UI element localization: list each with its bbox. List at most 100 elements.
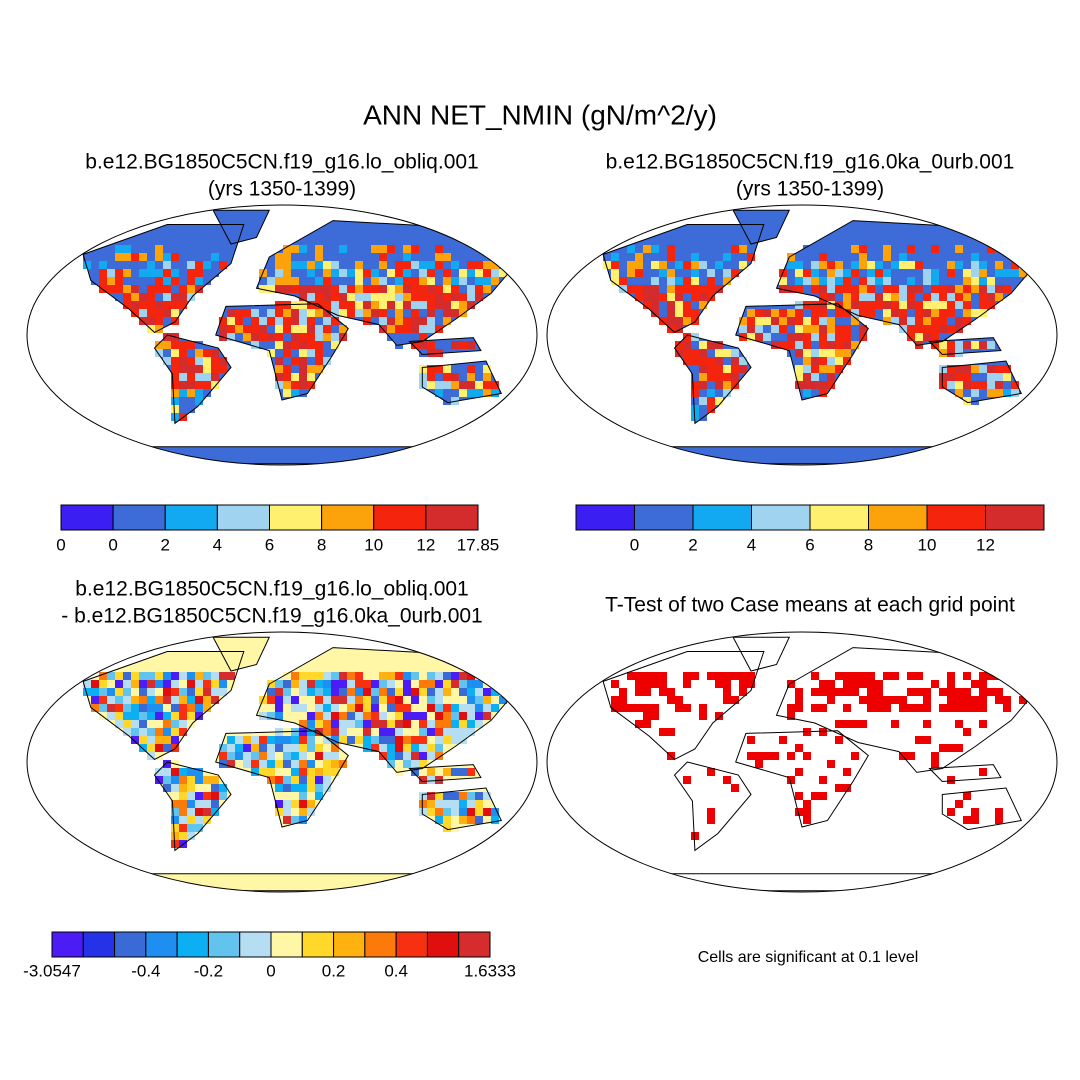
cell xyxy=(355,301,363,309)
cell xyxy=(155,309,163,317)
cell xyxy=(291,688,299,696)
cell xyxy=(203,688,211,696)
cell xyxy=(795,365,803,373)
cell xyxy=(323,672,331,680)
cell xyxy=(859,245,867,253)
cell xyxy=(459,816,467,824)
cell xyxy=(363,744,371,752)
cell xyxy=(827,357,835,365)
cell xyxy=(979,301,987,309)
cell xyxy=(891,269,899,277)
cell xyxy=(715,341,723,349)
cell xyxy=(331,285,339,293)
cell xyxy=(331,680,339,688)
cell xyxy=(211,269,219,277)
colorbar-box xyxy=(425,504,479,531)
cell xyxy=(987,269,995,277)
cell xyxy=(227,309,235,317)
cell xyxy=(907,672,915,680)
cell xyxy=(171,309,179,317)
cell xyxy=(227,760,235,768)
cell xyxy=(699,381,707,389)
cell xyxy=(179,261,187,269)
cell xyxy=(291,365,299,373)
cell xyxy=(667,317,675,325)
cell xyxy=(379,696,387,704)
colorbar-box xyxy=(269,504,323,531)
cell xyxy=(379,261,387,269)
cell xyxy=(315,285,323,293)
cell xyxy=(979,269,987,277)
cell xyxy=(843,317,851,325)
cell xyxy=(907,704,915,712)
cell xyxy=(171,792,179,800)
cell xyxy=(963,365,971,373)
cell xyxy=(811,285,819,293)
cell xyxy=(203,373,211,381)
cell xyxy=(99,696,107,704)
cell xyxy=(987,365,995,373)
cell xyxy=(1003,696,1011,704)
cell xyxy=(395,261,403,269)
cell xyxy=(419,373,427,381)
cell xyxy=(443,792,451,800)
cell xyxy=(955,704,963,712)
cell xyxy=(475,808,483,816)
cell xyxy=(363,309,371,317)
cell xyxy=(299,277,307,285)
cell xyxy=(139,672,147,680)
cell xyxy=(403,325,411,333)
cell xyxy=(435,285,443,293)
cell xyxy=(979,696,987,704)
cell xyxy=(131,285,139,293)
cell xyxy=(403,261,411,269)
cell xyxy=(883,704,891,712)
cell xyxy=(435,696,443,704)
cell xyxy=(811,317,819,325)
cell xyxy=(947,269,955,277)
cell xyxy=(315,269,323,277)
cell xyxy=(403,688,411,696)
cell xyxy=(467,301,475,309)
cell xyxy=(875,301,883,309)
cell xyxy=(115,712,123,720)
cell xyxy=(979,688,987,696)
cell xyxy=(435,365,443,373)
cell xyxy=(443,680,451,688)
cell xyxy=(219,317,227,325)
cell xyxy=(771,317,779,325)
panel-title: (yrs 1350-1399) xyxy=(208,178,356,201)
cell xyxy=(339,277,347,285)
colorbar-box xyxy=(426,931,460,958)
continent xyxy=(65,873,499,891)
cell xyxy=(843,269,851,277)
cell xyxy=(323,325,331,333)
cell xyxy=(267,712,275,720)
cell xyxy=(243,744,251,752)
cell xyxy=(715,269,723,277)
cell xyxy=(995,285,1003,293)
cell xyxy=(171,357,179,365)
cell xyxy=(651,704,659,712)
cell xyxy=(707,389,715,397)
cell xyxy=(691,373,699,381)
cell xyxy=(795,792,803,800)
cell xyxy=(99,261,107,269)
cell xyxy=(635,277,643,285)
cell xyxy=(395,728,403,736)
cell xyxy=(659,728,667,736)
cell xyxy=(851,680,859,688)
cell xyxy=(739,365,747,373)
cell xyxy=(99,269,107,277)
cell xyxy=(419,768,427,776)
cell xyxy=(371,269,379,277)
cell xyxy=(387,325,395,333)
cell xyxy=(163,309,171,317)
cell xyxy=(275,800,283,808)
cell xyxy=(291,373,299,381)
cell xyxy=(427,696,435,704)
cell xyxy=(795,696,803,704)
cell xyxy=(491,672,499,680)
cell xyxy=(291,760,299,768)
cell xyxy=(131,736,139,744)
